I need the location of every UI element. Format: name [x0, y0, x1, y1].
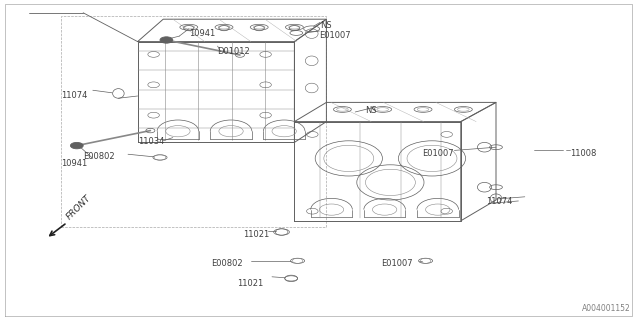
Text: A004001152: A004001152 [582, 304, 630, 313]
Text: 11021: 11021 [243, 230, 269, 239]
Circle shape [160, 37, 173, 43]
Text: 11074: 11074 [486, 197, 513, 206]
Text: 11074: 11074 [61, 92, 87, 100]
Circle shape [70, 142, 83, 149]
Text: 11021: 11021 [237, 279, 263, 288]
Text: E01007: E01007 [319, 31, 350, 40]
Text: NS: NS [365, 106, 376, 115]
Text: 11008: 11008 [570, 149, 596, 158]
Text: E00802: E00802 [83, 152, 115, 161]
Text: E00802: E00802 [211, 260, 243, 268]
Text: FRONT: FRONT [65, 193, 93, 221]
Text: 10941: 10941 [189, 29, 215, 38]
Text: 11034: 11034 [138, 137, 164, 146]
Text: E01007: E01007 [381, 260, 412, 268]
Text: E01007: E01007 [422, 149, 454, 158]
Bar [61, 16, 326, 227]
Text: D01012: D01012 [218, 47, 250, 56]
Text: NS: NS [320, 21, 332, 30]
Text: 10941: 10941 [61, 159, 87, 168]
